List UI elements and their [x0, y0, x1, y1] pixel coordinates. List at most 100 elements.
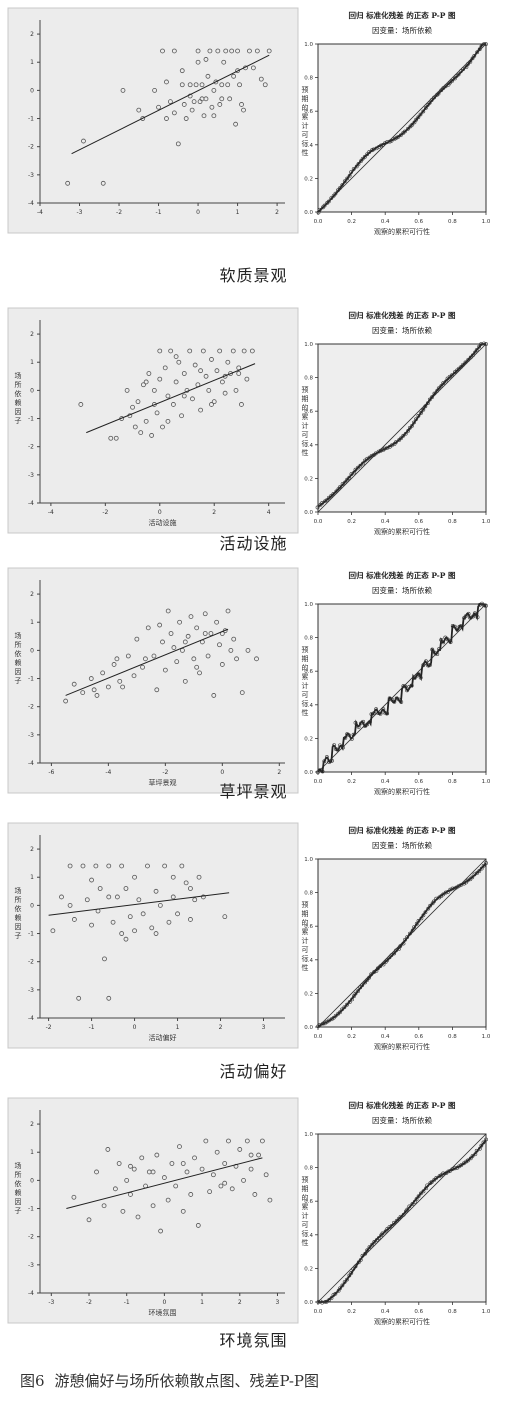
scatter-point: [191, 656, 197, 662]
pp-y-tick-label: 0.8: [304, 891, 313, 897]
scatter-point: [89, 877, 94, 883]
scatter-x-tick-label: 0: [133, 1024, 137, 1031]
scatter-y-tick-label: -2: [28, 444, 34, 451]
scatter-y-tick-label: 2: [30, 1121, 34, 1128]
scatter-point: [202, 631, 208, 636]
scatter-point: [250, 65, 256, 71]
scatter-x-tick-label: 0: [196, 209, 200, 216]
pp-point: [416, 1194, 421, 1199]
pp-point: [403, 431, 408, 436]
pp-point: [416, 413, 421, 418]
scatter-point: [194, 625, 200, 631]
scatter-point: [235, 48, 240, 54]
pp-point: [372, 711, 376, 716]
scatter-point: [88, 676, 94, 681]
scatter-point: [157, 376, 163, 382]
scatter-y-label-char: 依: [15, 904, 22, 913]
pp-point: [378, 711, 383, 716]
scatter-y-label-char: 子: [15, 1207, 22, 1215]
scatter-point: [214, 1149, 220, 1155]
pp-y-tick-label: 0.0: [304, 1300, 313, 1306]
pp-point: [378, 448, 383, 453]
pp-point: [363, 154, 367, 159]
pp-x-tick-label: 1.0: [482, 519, 491, 525]
pp-point: [421, 1189, 426, 1194]
scatter-y-label-char: 子: [15, 677, 22, 685]
scatter-point: [177, 1144, 182, 1149]
scatter-point: [135, 399, 141, 405]
pp-point: [343, 480, 347, 485]
pp-y-tick-label: 0.0: [304, 510, 313, 516]
scatter-point: [160, 424, 165, 430]
pp-y-tick-label: 1.0: [304, 857, 313, 863]
pp-y-label-char: 累: [302, 673, 309, 681]
scatter-point: [215, 48, 221, 54]
scatter-point: [192, 362, 198, 368]
pp-point: [448, 887, 453, 892]
pp-x-tick-label: 0.6: [414, 219, 423, 225]
pp-point: [360, 156, 365, 161]
scatter-point: [132, 928, 137, 934]
scatter-y-tick-label: -1: [28, 1206, 34, 1213]
pp-x-tick-label: 0.8: [448, 1309, 457, 1315]
pp-x-tick-label: 0.6: [414, 1034, 423, 1040]
pp-y-tick-label: 1.0: [304, 602, 313, 608]
pp-point: [353, 1264, 358, 1269]
pp-point: [477, 344, 482, 349]
pp-point: [470, 353, 475, 358]
scatter-x-tick-label: 2: [238, 1299, 242, 1306]
scatter-x-label: 环境氛围: [149, 1308, 177, 1317]
pp-point: [333, 1291, 338, 1296]
pp-point: [425, 401, 430, 406]
pp-y-label-char: 计: [302, 421, 309, 430]
pp-point: [387, 139, 392, 144]
scatter-point: [195, 59, 201, 65]
fit-line: [65, 628, 229, 696]
scatter-x-tick-label: 0: [162, 1299, 166, 1306]
scatter-point: [179, 82, 185, 88]
scatter-y-tick-label: -4: [28, 200, 34, 207]
scatter-point: [157, 622, 163, 628]
pp-point: [382, 710, 387, 715]
scatter-x-tick-label: -6: [48, 769, 54, 776]
pp-point: [459, 624, 464, 628]
scatter-point: [134, 636, 140, 642]
scatter-y-label-char: 场: [15, 631, 22, 640]
scatter-point: [106, 863, 112, 869]
scatter-point: [94, 693, 100, 698]
scatter-y-label-char: 所: [15, 640, 22, 649]
scatter-point: [170, 894, 176, 900]
scatter-point: [116, 1161, 122, 1166]
pp-x-tick-label: 1.0: [482, 219, 491, 225]
scatter-point: [151, 387, 157, 393]
pp-y-label-char: 预: [302, 1175, 309, 1184]
scatter-point: [108, 435, 114, 441]
scatter-x-tick-label: -2: [46, 1024, 52, 1031]
pp-point: [396, 947, 401, 951]
scatter-point: [94, 1169, 99, 1175]
scatter-point: [229, 48, 235, 54]
scatter-point: [245, 647, 251, 653]
pp-point: [353, 467, 358, 472]
scatter-y-label-char: 因: [15, 408, 22, 416]
pp-point: [380, 1231, 385, 1236]
pp-y-label-char: 的: [302, 663, 309, 672]
pp-y-label-char: 预: [302, 900, 309, 909]
scatter-point: [222, 1161, 228, 1166]
scatter-point: [214, 368, 220, 374]
pp-point: [349, 1271, 354, 1275]
scatter-point: [208, 631, 214, 636]
pp-point: [475, 871, 480, 875]
scatter-x-tick-label: -1: [89, 1024, 95, 1031]
pp-point: [361, 461, 365, 466]
scatter-point: [219, 82, 225, 88]
scatter-point: [102, 956, 107, 962]
pp-point: [458, 883, 463, 888]
pp-point: [340, 183, 345, 188]
scatter-point: [120, 87, 126, 93]
scatter-point: [248, 1152, 254, 1158]
pp-y-label-char: 性: [302, 963, 309, 972]
scatter-point: [176, 359, 182, 365]
scatter-point: [190, 396, 195, 402]
